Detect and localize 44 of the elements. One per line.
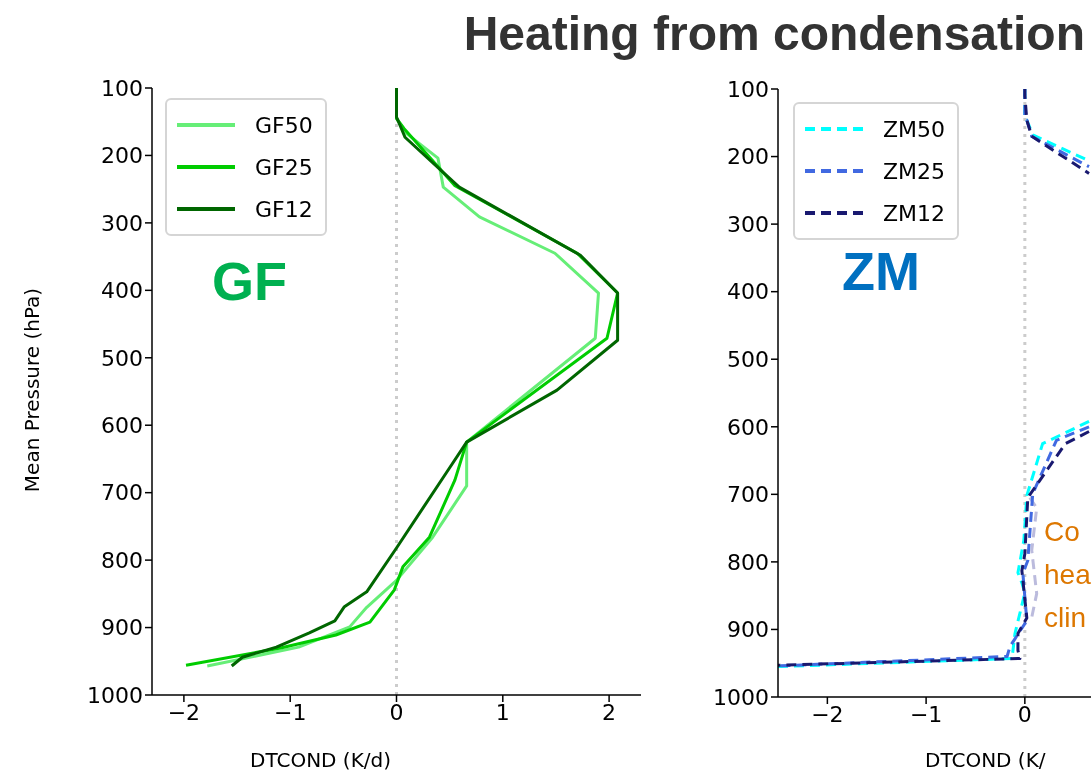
x-tick-label: 1: [495, 699, 510, 725]
y-tick-label: 1000: [713, 684, 769, 710]
y-tick-label: 600: [101, 413, 143, 439]
legend-label: GF50: [255, 112, 313, 138]
y-tick-label: 200: [727, 144, 769, 170]
legend-label: GF12: [255, 196, 313, 222]
y-tick-label: 900: [727, 617, 769, 643]
y-tick-label: 700: [101, 480, 143, 506]
y-tick-label: 1000: [87, 682, 143, 708]
y-tick-label: 300: [101, 210, 143, 236]
x-tick-label: −1: [273, 699, 307, 725]
line-series: [1028, 496, 1039, 619]
y-tick-label: 500: [101, 345, 143, 371]
x-tick-label: −2: [811, 701, 844, 727]
annotation: ZM: [842, 241, 920, 301]
x-axis-title: DTCOND (K/: [925, 748, 1046, 772]
annotation: hea: [1044, 559, 1091, 590]
x-tick-label: 0: [1017, 701, 1032, 727]
x-axis-title: DTCOND (K/d): [249, 748, 392, 772]
y-tick-label: 400: [101, 278, 143, 304]
x-tick-label: 2: [602, 699, 617, 725]
legend-label: ZM25: [883, 158, 946, 184]
legend-label: GF25: [255, 154, 313, 180]
y-tick-label: 500: [727, 347, 769, 373]
annotation: clin: [1044, 602, 1087, 633]
x-tick-label: 0: [389, 699, 404, 725]
y-tick-label: 300: [727, 211, 769, 237]
y-tick-label: 800: [101, 547, 143, 573]
x-tick-label: −1: [909, 701, 943, 727]
annotation: Co: [1044, 516, 1080, 547]
y-tick-label: 800: [727, 549, 769, 575]
legend-label: ZM50: [883, 116, 946, 142]
y-tick-label: 900: [101, 615, 143, 641]
y-tick-label: 100: [101, 75, 143, 101]
y-tick-label: 100: [727, 76, 769, 102]
legend-label: ZM12: [883, 200, 946, 226]
x-tick-label: −2: [167, 699, 201, 725]
y-tick-label: 700: [727, 482, 769, 508]
text: Heating from condensation: [463, 7, 1085, 60]
y-axis-title: Mean Pressure (hPa): [20, 287, 44, 493]
y-tick-label: 400: [727, 279, 769, 305]
y-tick-label: 600: [727, 414, 769, 440]
y-tick-label: 200: [101, 143, 143, 169]
annotation: GF: [212, 251, 287, 311]
